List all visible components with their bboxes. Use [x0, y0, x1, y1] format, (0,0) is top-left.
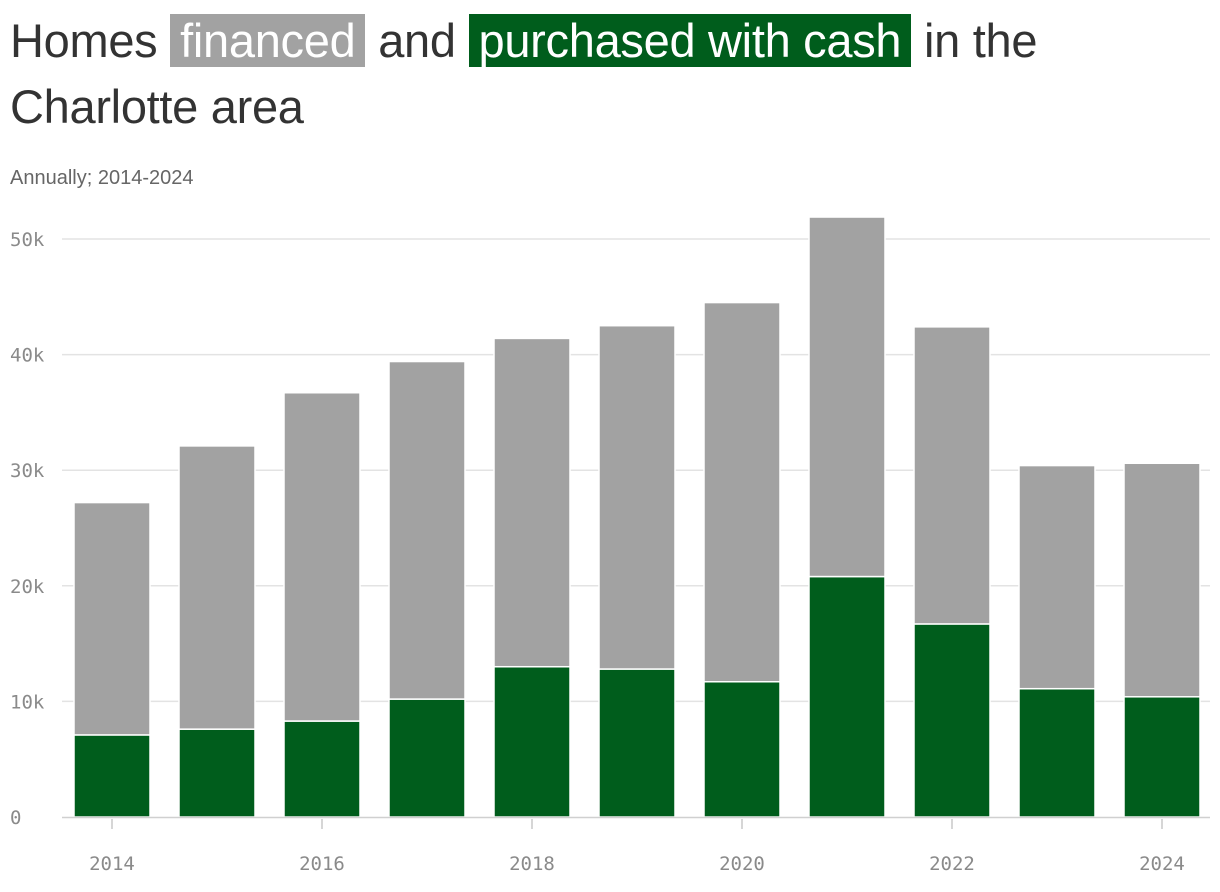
y-tick-label-20k: 20k [10, 576, 45, 598]
bar-cash-2014 [73, 734, 151, 818]
bar-financed-2023 [1018, 464, 1096, 690]
title-financed-highlight: financed [170, 14, 366, 67]
x-tick-label-2018: 2018 [509, 853, 555, 875]
bar-cash-2019 [598, 668, 676, 818]
title-cash-highlight: purchased with cash [468, 14, 912, 67]
x-tick-label-2016: 2016 [299, 853, 345, 875]
bar-cash-2024 [1123, 696, 1201, 818]
chart-title: Homes financed and purchased with cash i… [10, 8, 1210, 140]
bar-financed-2017 [388, 360, 466, 700]
y-tick-label-10k: 10k [10, 691, 45, 713]
x-tick-label-2024: 2024 [1139, 853, 1185, 875]
title-part-3: in the Charlotte area [10, 14, 1038, 133]
bar-financed-2016 [283, 391, 361, 722]
bar-cash-2017 [388, 698, 466, 818]
bar-financed-2019 [598, 324, 676, 670]
bars [73, 216, 1201, 818]
bar-cash-2015 [178, 728, 256, 818]
bar-financed-2018 [493, 337, 571, 668]
x-tick-label-2014: 2014 [89, 853, 135, 875]
chart-subtitle: Annually; 2014-2024 [10, 167, 194, 189]
x-tick-label-2020: 2020 [719, 853, 765, 875]
bar-cash-2021 [808, 575, 886, 818]
bar-financed-2014 [73, 501, 151, 736]
bar-financed-2024 [1123, 462, 1201, 698]
title-part-1: Homes [10, 14, 158, 67]
y-tick-label-50k: 50k [10, 229, 45, 251]
bar-financed-2022 [913, 326, 991, 625]
bar-financed-2015 [178, 445, 256, 730]
y-tick-label-30k: 30k [10, 460, 45, 482]
bar-financed-2020 [703, 301, 781, 683]
bar-cash-2016 [283, 720, 361, 818]
bar-cash-2022 [913, 623, 991, 818]
bar-cash-2020 [703, 680, 781, 818]
y-tick-label-0: 0 [10, 807, 21, 829]
x-tick-label-2022: 2022 [929, 853, 975, 875]
title-part-2: and [378, 14, 456, 67]
axes: 0 10k 20k 30k 40k 50k 2014 2016 2018 2020 2022 2024 [10, 229, 1210, 875]
bar-cash-2023 [1018, 687, 1096, 818]
y-tick-label-40k: 40k [10, 345, 45, 367]
bar-financed-2021 [808, 216, 886, 578]
bar-cash-2018 [493, 665, 571, 818]
